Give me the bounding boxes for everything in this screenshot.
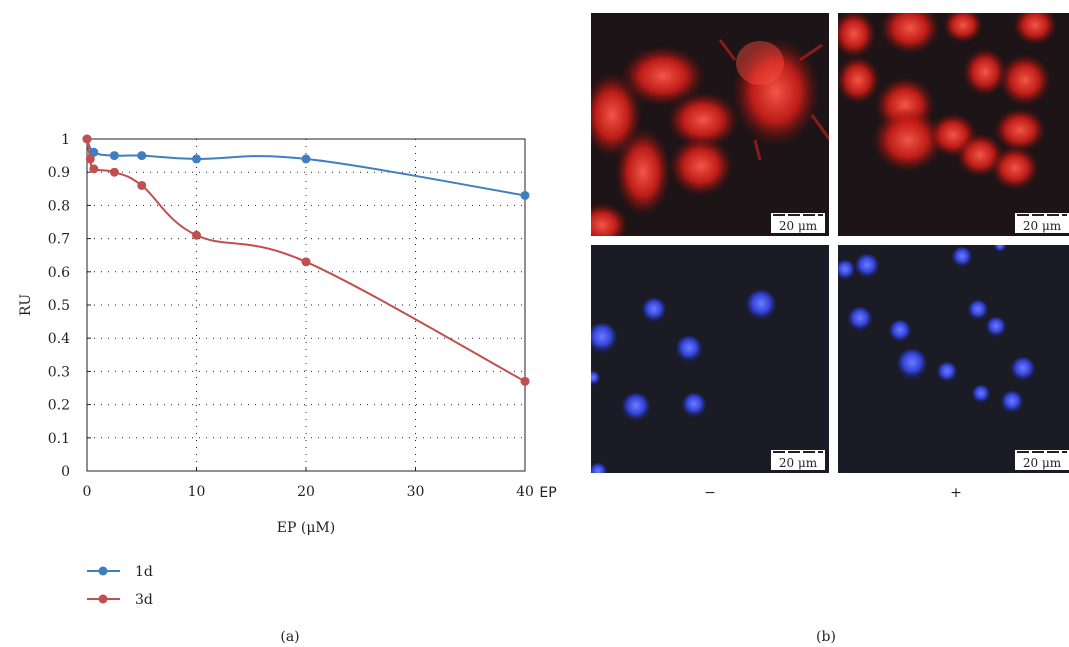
y-tick-label: 0.8 [48,198,70,214]
data-point-1d [109,151,119,161]
x-tick-label: 0 [83,484,92,500]
data-point-3d [520,376,530,386]
scale-bar-bottom-right: 20 μm [1015,450,1069,470]
panel-b-label: (b) [816,629,836,645]
y-tick-label: 0.6 [48,265,70,281]
scale-bar-text: 20 μm [779,219,818,233]
y-axis-ticks: 0 0.1 0.2 0.3 0.4 0.5 0.6 0.7 0.8 0.9 1 [48,132,91,480]
micrograph-bottom-left-blue-control [591,245,829,473]
ep-plus-label: + [950,485,962,501]
data-point-1d [520,190,530,200]
y-axis-label: RU [18,294,34,317]
y-tick-label: 1 [61,132,70,148]
y-tick-label: 0.2 [48,398,70,414]
panel-a-label: (a) [280,629,299,645]
series-layer [82,134,530,386]
legend-swatch-marker [98,566,108,576]
data-point-3d [109,167,119,177]
x-tick-label: 30 [407,484,425,500]
x-tick-label: 20 [297,484,315,500]
micrograph-top-right-red-treated [838,13,1069,236]
data-point-3d [85,154,95,164]
data-point-3d [89,164,99,174]
y-tick-label: 0 [61,464,70,480]
scale-bar-text: 20 μm [1023,219,1062,233]
scale-bar-text: 20 μm [779,456,818,470]
x-axis-label: EP (μM) [277,520,335,536]
data-point-1d [137,151,147,161]
data-point-1d [301,154,311,164]
ru-line-chart: 00.10.20.30.40.50.60.70.80.91 0 10 20 30 40 … [18,132,534,608]
legend: 1d 3d [87,564,153,608]
data-point-3d [137,180,147,190]
micrograph-bottom-right-blue-treated [838,245,1069,473]
scale-bar-top-left: 20 μm [771,213,825,233]
legend-swatch-marker [98,594,108,604]
y-tick-label: 0.4 [48,331,70,347]
x-axis-ticks: 0 10 20 30 40 [83,467,534,500]
x-tick-label: 40 [516,484,534,500]
grid-lines [87,139,525,471]
series-3d [82,134,530,386]
legend-label: 3d [135,592,153,608]
y-tick-label: 0.3 [48,364,70,380]
y-tick-label: 0.5 [48,298,70,314]
x-tick-label: 10 [188,484,206,500]
scale-bar-top-right: 20 μm [1015,213,1069,233]
data-point-3d [192,230,201,240]
series-1d [82,134,530,200]
legend-item-3d: 3d [87,592,153,608]
data-point-3d [301,257,311,267]
micrograph-top-left-red-control [591,13,829,236]
data-point-1d [89,147,99,157]
scale-bar-bottom-left: 20 μm [771,450,825,470]
y-tick-label: 0.9 [48,165,70,181]
scale-bar-text: 20 μm [1023,456,1062,470]
data-point-3d [82,134,92,144]
ep-row-label: EP [539,485,556,501]
legend-label: 1d [135,564,153,580]
data-point-1d [192,154,201,164]
y-tick-label: 0.7 [48,232,70,248]
legend-item-1d: 1d [87,564,153,580]
y-tick-label: 0.1 [48,431,70,447]
ep-minus-label: − [704,485,716,501]
